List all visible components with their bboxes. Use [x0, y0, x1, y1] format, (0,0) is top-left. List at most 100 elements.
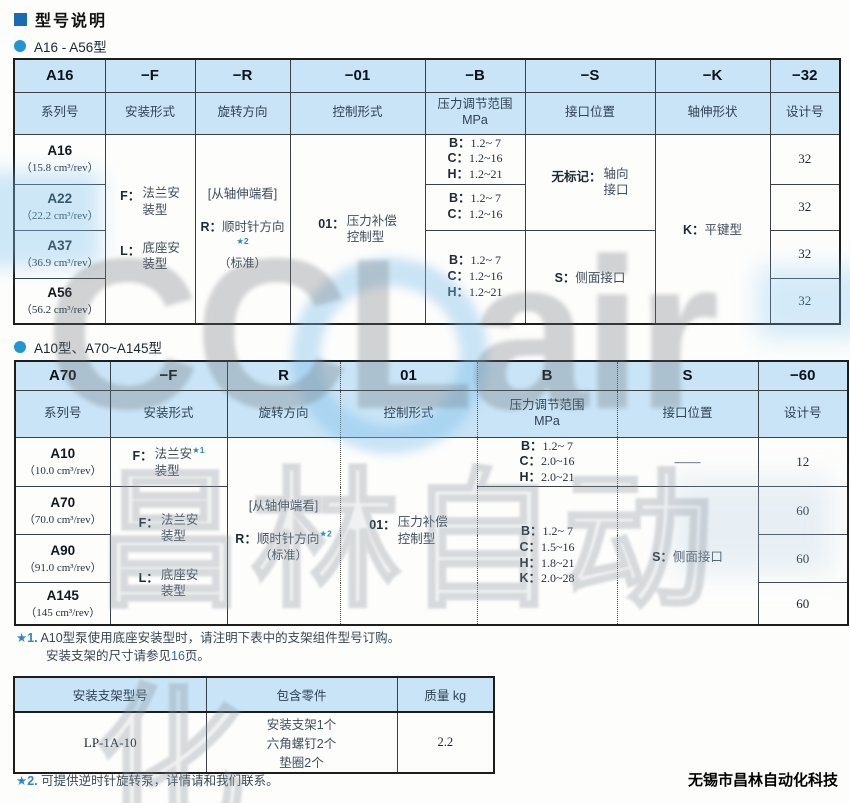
t1-head-control: 控制形式: [289, 91, 426, 135]
t2-head-mount: 安装形式: [109, 389, 228, 438]
t1-head-pressure: 压力调节范围 MPa: [424, 91, 526, 135]
section1-label: A16 - A56型: [34, 40, 107, 55]
design-cell: 60: [757, 486, 849, 536]
design-cell: 32: [769, 183, 841, 231]
t2-code-row: A70 −F R 01 B S −60: [14, 360, 849, 391]
pressure-cell: B： 1.2~ 7 C： 1.2~16 H： 1.2~21: [424, 133, 526, 185]
mount-cell-a10: F： 法兰安★1 装型: [109, 436, 228, 488]
t2-code-design: −60: [757, 360, 849, 391]
series-cell: A16 （15.8 cm³/rev）: [13, 133, 106, 185]
bracket-model: LP-1A-10: [13, 711, 207, 774]
page-title: 型号说明: [35, 13, 108, 30]
t1-header-row: 系列号 安装形式 旋转方向 控制形式 压力调节范围 MPa 接口位置 轴伸形状 …: [13, 91, 841, 135]
t1-row-a16: A16 （15.8 cm³/rev） F： 法兰安 装型 L： 底座安 装型 [从轴…: [13, 133, 841, 325]
design-cell: 12: [757, 436, 849, 488]
port-cell-axial: 无标记： 轴向 接口: [524, 133, 656, 231]
page-ref-link: 16: [171, 649, 185, 664]
t1-row-a37: A37 （36.9 cm³/rev） B： 1.2~ 7 C： 1.2~16 H： 1…: [13, 229, 841, 325]
t2-header-row: 系列号 安装形式 旋转方向 控制形式 压力调节范围 MPa 接口位置 设计号: [14, 389, 849, 438]
t1-code-rotation: −R: [194, 58, 291, 93]
series-cell: A56 （56.2 cm³/rev）: [13, 277, 106, 325]
t2-head-pressure: 压力调节范围 MPa: [476, 389, 617, 438]
star-2: ★2.: [16, 774, 38, 788]
star-1: ★1.: [16, 631, 38, 645]
pressure-cell: B： 1.2~ 7 C： 1.2~16: [424, 183, 526, 231]
mount-cell: F： 法兰安 装型 L： 底座安 装型: [109, 486, 228, 626]
shaft-cell: K：平键型: [654, 133, 771, 325]
bracket-table: 安装支架型号 包含零件 质量 kg LP-1A-10 安装支架1个 六角螺钉2个…: [13, 676, 495, 774]
t1-code-design: −32: [769, 58, 841, 93]
footnote-1: ★1. A10型泵使用底座安装型时，请注明下表中的支架组件型号订购。 安装支架的…: [16, 631, 401, 664]
t1-code-control: −01: [289, 58, 426, 93]
t1-head-series: 系列号: [13, 91, 106, 135]
t2-row-a10: A10 （10.0 cm³/rev） F： 法兰安★1 装型 [从轴伸端看] R：…: [14, 436, 849, 626]
series-cell: A70 （70.0 cm³/rev）: [14, 486, 111, 536]
t2-head-port: 接口位置: [616, 389, 759, 438]
port-cell-side: S：侧面接口: [524, 229, 656, 325]
company-name: 无锡市昌林自动化科技: [687, 772, 838, 789]
t2-row-a90: A90 （91.0 cm³/rev） 60: [14, 534, 849, 584]
model-code-table-a16-a56: A16 −F −R −01 −B −S −K −32 系列号 安装形式 旋转方向…: [13, 58, 841, 325]
design-cell: 60: [757, 534, 849, 584]
t2-head-design: 设计号: [757, 389, 849, 438]
control-cell: 01： 压力补偿 控制型: [339, 436, 477, 626]
t2-code-pressure: B: [476, 360, 617, 391]
t3-header-row: 安装支架型号 包含零件 质量 kg: [13, 676, 495, 713]
section1-label-row: A16 - A56型: [14, 36, 107, 56]
design-cell: 32: [769, 133, 841, 185]
port-cell-none: ——: [616, 436, 759, 488]
t2-code-port: S: [616, 360, 759, 391]
rotation-cell: [从轴伸端看] R：顺时针方向★2 （标准）: [226, 436, 340, 626]
section2-label-row: A10型、A70~A145型: [14, 337, 162, 357]
design-cell: 32: [769, 277, 841, 325]
t2-code-series: A70: [14, 360, 111, 391]
section2-label: A10型、A70~A145型: [34, 341, 162, 356]
control-cell: 01： 压力补偿 控制型: [289, 133, 426, 325]
series-cell: A145 （145 cm³/rev）: [14, 582, 111, 626]
t3-head-model: 安装支架型号: [13, 676, 207, 713]
mount-cell: F： 法兰安 装型 L： 底座安 装型: [104, 133, 196, 325]
t1-code-port: −S: [524, 58, 656, 93]
t2-code-rotation: R: [226, 360, 340, 391]
t1-row-a56: A56 （56.2 cm³/rev） 32: [13, 277, 841, 325]
t1-head-port: 接口位置: [524, 91, 656, 135]
series-cell: A22 （22.2 cm³/rev）: [13, 183, 106, 231]
t1-head-mount: 安装形式: [104, 91, 196, 135]
t2-row-a70: A70 （70.0 cm³/rev） F： 法兰安 装型 L： 底座安 装型 B： 1…: [14, 486, 849, 626]
t2-head-series: 系列号: [14, 389, 111, 438]
series-cell: A10 （10.0 cm³/rev）: [14, 436, 111, 488]
t1-head-shaft: 轴伸形状: [654, 91, 771, 135]
rotation-cell: [从轴伸端看] R：顺时针方向★2 （标准）: [194, 133, 291, 325]
port-cell-side: S：侧面接口: [616, 486, 759, 626]
page-title-row: 型号说明: [14, 7, 107, 31]
series-cell: A90 （91.0 cm³/rev）: [14, 534, 111, 584]
bracket-mass: 2.2: [396, 711, 495, 774]
blue-bullet-icon: [14, 40, 26, 52]
t2-head-control: 控制形式: [339, 389, 477, 438]
model-code-table-a10-a145: A70 −F R 01 B S −60 系列号 安装形式 旋转方向 控制形式 压…: [14, 360, 849, 626]
t2-code-mount: −F: [109, 360, 228, 391]
t2-head-rotation: 旋转方向: [226, 389, 340, 438]
t1-head-rotation: 旋转方向: [194, 91, 291, 135]
t3-data-row: LP-1A-10 安装支架1个 六角螺钉2个 垫圈2个 2.2: [13, 711, 495, 774]
pressure-cell: B： 1.2~ 7 C： 2.0~16 H： 2.0~21: [476, 436, 617, 488]
pressure-cell: B： 1.2~ 7 C： 1.5~16 H： 1.8~21 K： 2.0~28: [476, 486, 617, 626]
bracket-parts: 安装支架1个 六角螺钉2个 垫圈2个: [205, 711, 398, 774]
series-cell: A37 （36.9 cm³/rev）: [13, 229, 106, 279]
pressure-cell: B： 1.2~ 7 C： 1.2~16 H： 1.2~21: [424, 229, 526, 325]
t1-head-design: 设计号: [769, 91, 841, 135]
design-cell: 32: [769, 229, 841, 279]
footnote-2: ★2. 可提供逆时针旋转泵，详情请和我们联系。: [16, 774, 279, 788]
t3-head-mass: 质量 kg: [396, 676, 495, 713]
t1-code-pressure: −B: [424, 58, 526, 93]
t1-code-mount: −F: [104, 58, 196, 93]
t2-code-control: 01: [339, 360, 477, 391]
t1-code-shaft: −K: [654, 58, 771, 93]
t1-code-row: A16 −F −R −01 −B −S −K −32: [13, 58, 841, 93]
t3-head-parts: 包含零件: [205, 676, 398, 713]
t1-row-a22: A22 （22.2 cm³/rev） B： 1.2~ 7 C： 1.2~16 32: [13, 183, 841, 231]
t1-code-series: A16: [13, 58, 106, 93]
blue-bullet-icon: [14, 341, 26, 353]
blue-square-icon: [14, 12, 27, 26]
